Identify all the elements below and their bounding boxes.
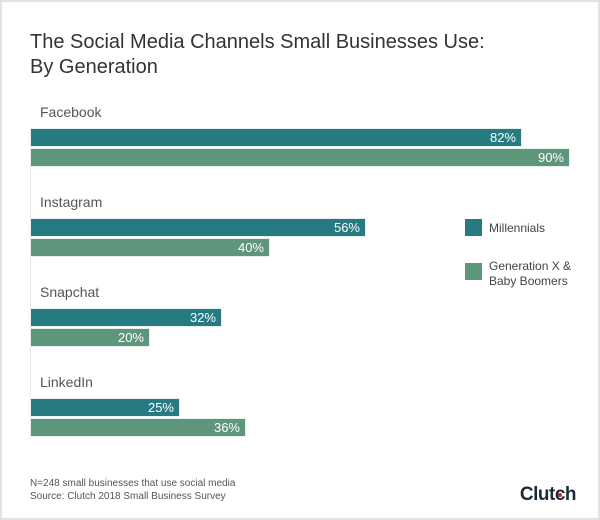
bar-genx-boomers: 90% xyxy=(30,148,570,167)
category-label: Instagram xyxy=(40,194,103,210)
bar-genx-boomers: 40% xyxy=(30,238,270,257)
footnote-source: Source: Clutch 2018 Small Business Surve… xyxy=(30,491,226,502)
bar-millennials: 56% xyxy=(30,218,366,237)
bar-millennials: 25% xyxy=(30,398,180,417)
bar-millennials: 82% xyxy=(30,128,522,147)
category-label: Facebook xyxy=(40,104,102,120)
legend-label-line: Baby Boomers xyxy=(489,274,568,288)
legend-label-genx-boomers: Generation X & Baby Boomers xyxy=(489,259,571,289)
data-label: 25% xyxy=(147,400,174,415)
legend-label-line: Generation X & xyxy=(489,259,572,273)
clutch-logo: Clutch xyxy=(519,484,577,505)
footnote-sample: N=248 small businesses that use social m… xyxy=(30,478,236,489)
y-axis-line xyxy=(30,128,31,439)
data-label: 56% xyxy=(333,220,360,235)
legend-swatch-millennials xyxy=(465,219,482,236)
bar-millennials: 32% xyxy=(30,308,222,327)
bar-genx-boomers: 36% xyxy=(30,418,246,437)
data-label: 20% xyxy=(117,330,144,345)
legend-swatch-genx-boomers xyxy=(465,263,482,280)
data-label: 36% xyxy=(213,420,240,435)
bar-genx-boomers: 20% xyxy=(30,328,150,347)
data-label: 90% xyxy=(537,150,564,165)
data-label: 82% xyxy=(489,130,516,145)
chart-title: The Social Media Channels Small Business… xyxy=(30,30,485,80)
data-label: 32% xyxy=(189,310,216,325)
data-label: 40% xyxy=(237,240,264,255)
title-line-1: The Social Media Channels Small Business… xyxy=(30,31,485,53)
category-label: Snapchat xyxy=(40,284,100,300)
category-label: LinkedIn xyxy=(40,374,93,390)
title-line-2: By Generation xyxy=(30,56,158,78)
legend-label-millennials: Millennials xyxy=(489,221,546,235)
